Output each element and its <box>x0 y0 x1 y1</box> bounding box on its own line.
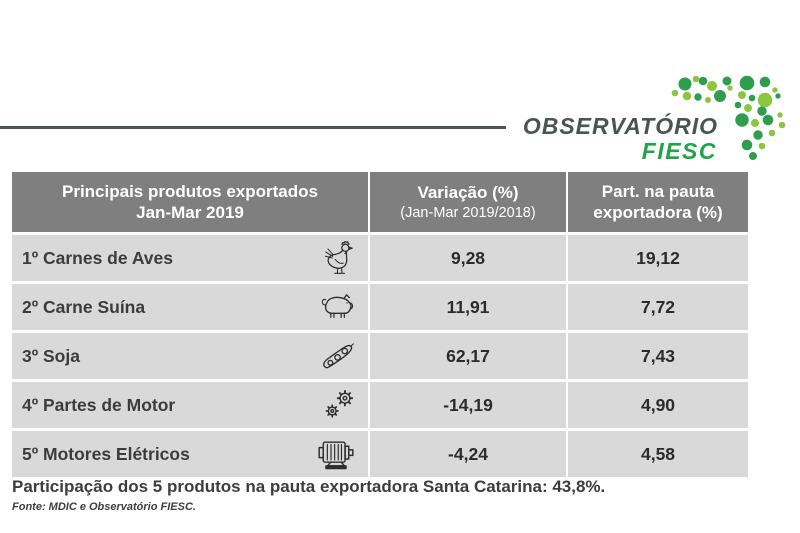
table-row: 5º Motores Elétricos <box>12 431 748 477</box>
product-label: 2º Carne Suína <box>22 296 146 317</box>
variation-value: 11,91 <box>368 284 566 330</box>
table-header-row: Principais produtos exportados Jan-Mar 2… <box>12 172 748 232</box>
logo-subtitle: FIESC <box>641 138 717 164</box>
table-row: 4º Partes de Motor -14,19 <box>12 382 748 428</box>
participation-summary: Participação dos 5 produtos na pauta exp… <box>12 477 606 496</box>
table-row: 1º Carnes de Aves <box>12 235 748 281</box>
header-share-line2: exportadora (%) <box>593 203 723 222</box>
source-note: Fonte: MDIC e Observatório FIESC. <box>12 501 196 513</box>
table-row: 2º Carne Suína 11,91 7,72 <box>12 284 748 330</box>
product-label: 3º Soja <box>22 345 80 366</box>
header-products-line1: Principais produtos exportados <box>62 181 318 201</box>
share-value: 7,72 <box>566 284 748 330</box>
variation-value: 9,28 <box>368 235 566 281</box>
electric-motor-icon <box>316 437 356 471</box>
header-share: Part. na pauta exportadora (%) <box>566 172 748 232</box>
soybean-icon <box>320 340 356 372</box>
header-products: Principais produtos exportados Jan-Mar 2… <box>12 172 368 232</box>
variation-value: 62,17 <box>368 333 566 379</box>
chicken-icon <box>322 238 356 278</box>
share-value: 4,90 <box>566 382 748 428</box>
header-share-line1: Part. na pauta <box>601 181 715 201</box>
export-table: Principais produtos exportados Jan-Mar 2… <box>12 172 748 477</box>
product-label: 4º Partes de Motor <box>22 394 176 415</box>
variation-value: -4,24 <box>368 431 566 477</box>
logo-dots-graphic <box>671 75 786 160</box>
header-variation: Variação (%) (Jan-Mar 2019/2018) <box>368 172 566 232</box>
pig-icon <box>320 293 356 321</box>
share-value: 7,43 <box>566 333 748 379</box>
gears-icon <box>322 388 356 422</box>
share-value: 4,58 <box>566 431 748 477</box>
product-label: 5º Motores Elétricos <box>22 443 190 464</box>
table-row: 3º Soja 62,17 7,43 <box>12 333 748 379</box>
header-rule <box>0 126 506 129</box>
header-variation-line2: (Jan-Mar 2019/2018) <box>400 204 536 221</box>
header-products-line2: Jan-Mar 2019 <box>136 203 244 222</box>
share-value: 19,12 <box>566 235 748 281</box>
logo-title: OBSERVATÓRIO <box>522 113 718 139</box>
variation-value: -14,19 <box>368 382 566 428</box>
product-label: 1º Carnes de Aves <box>22 247 174 268</box>
header-variation-line1: Variação (%) <box>417 183 519 203</box>
